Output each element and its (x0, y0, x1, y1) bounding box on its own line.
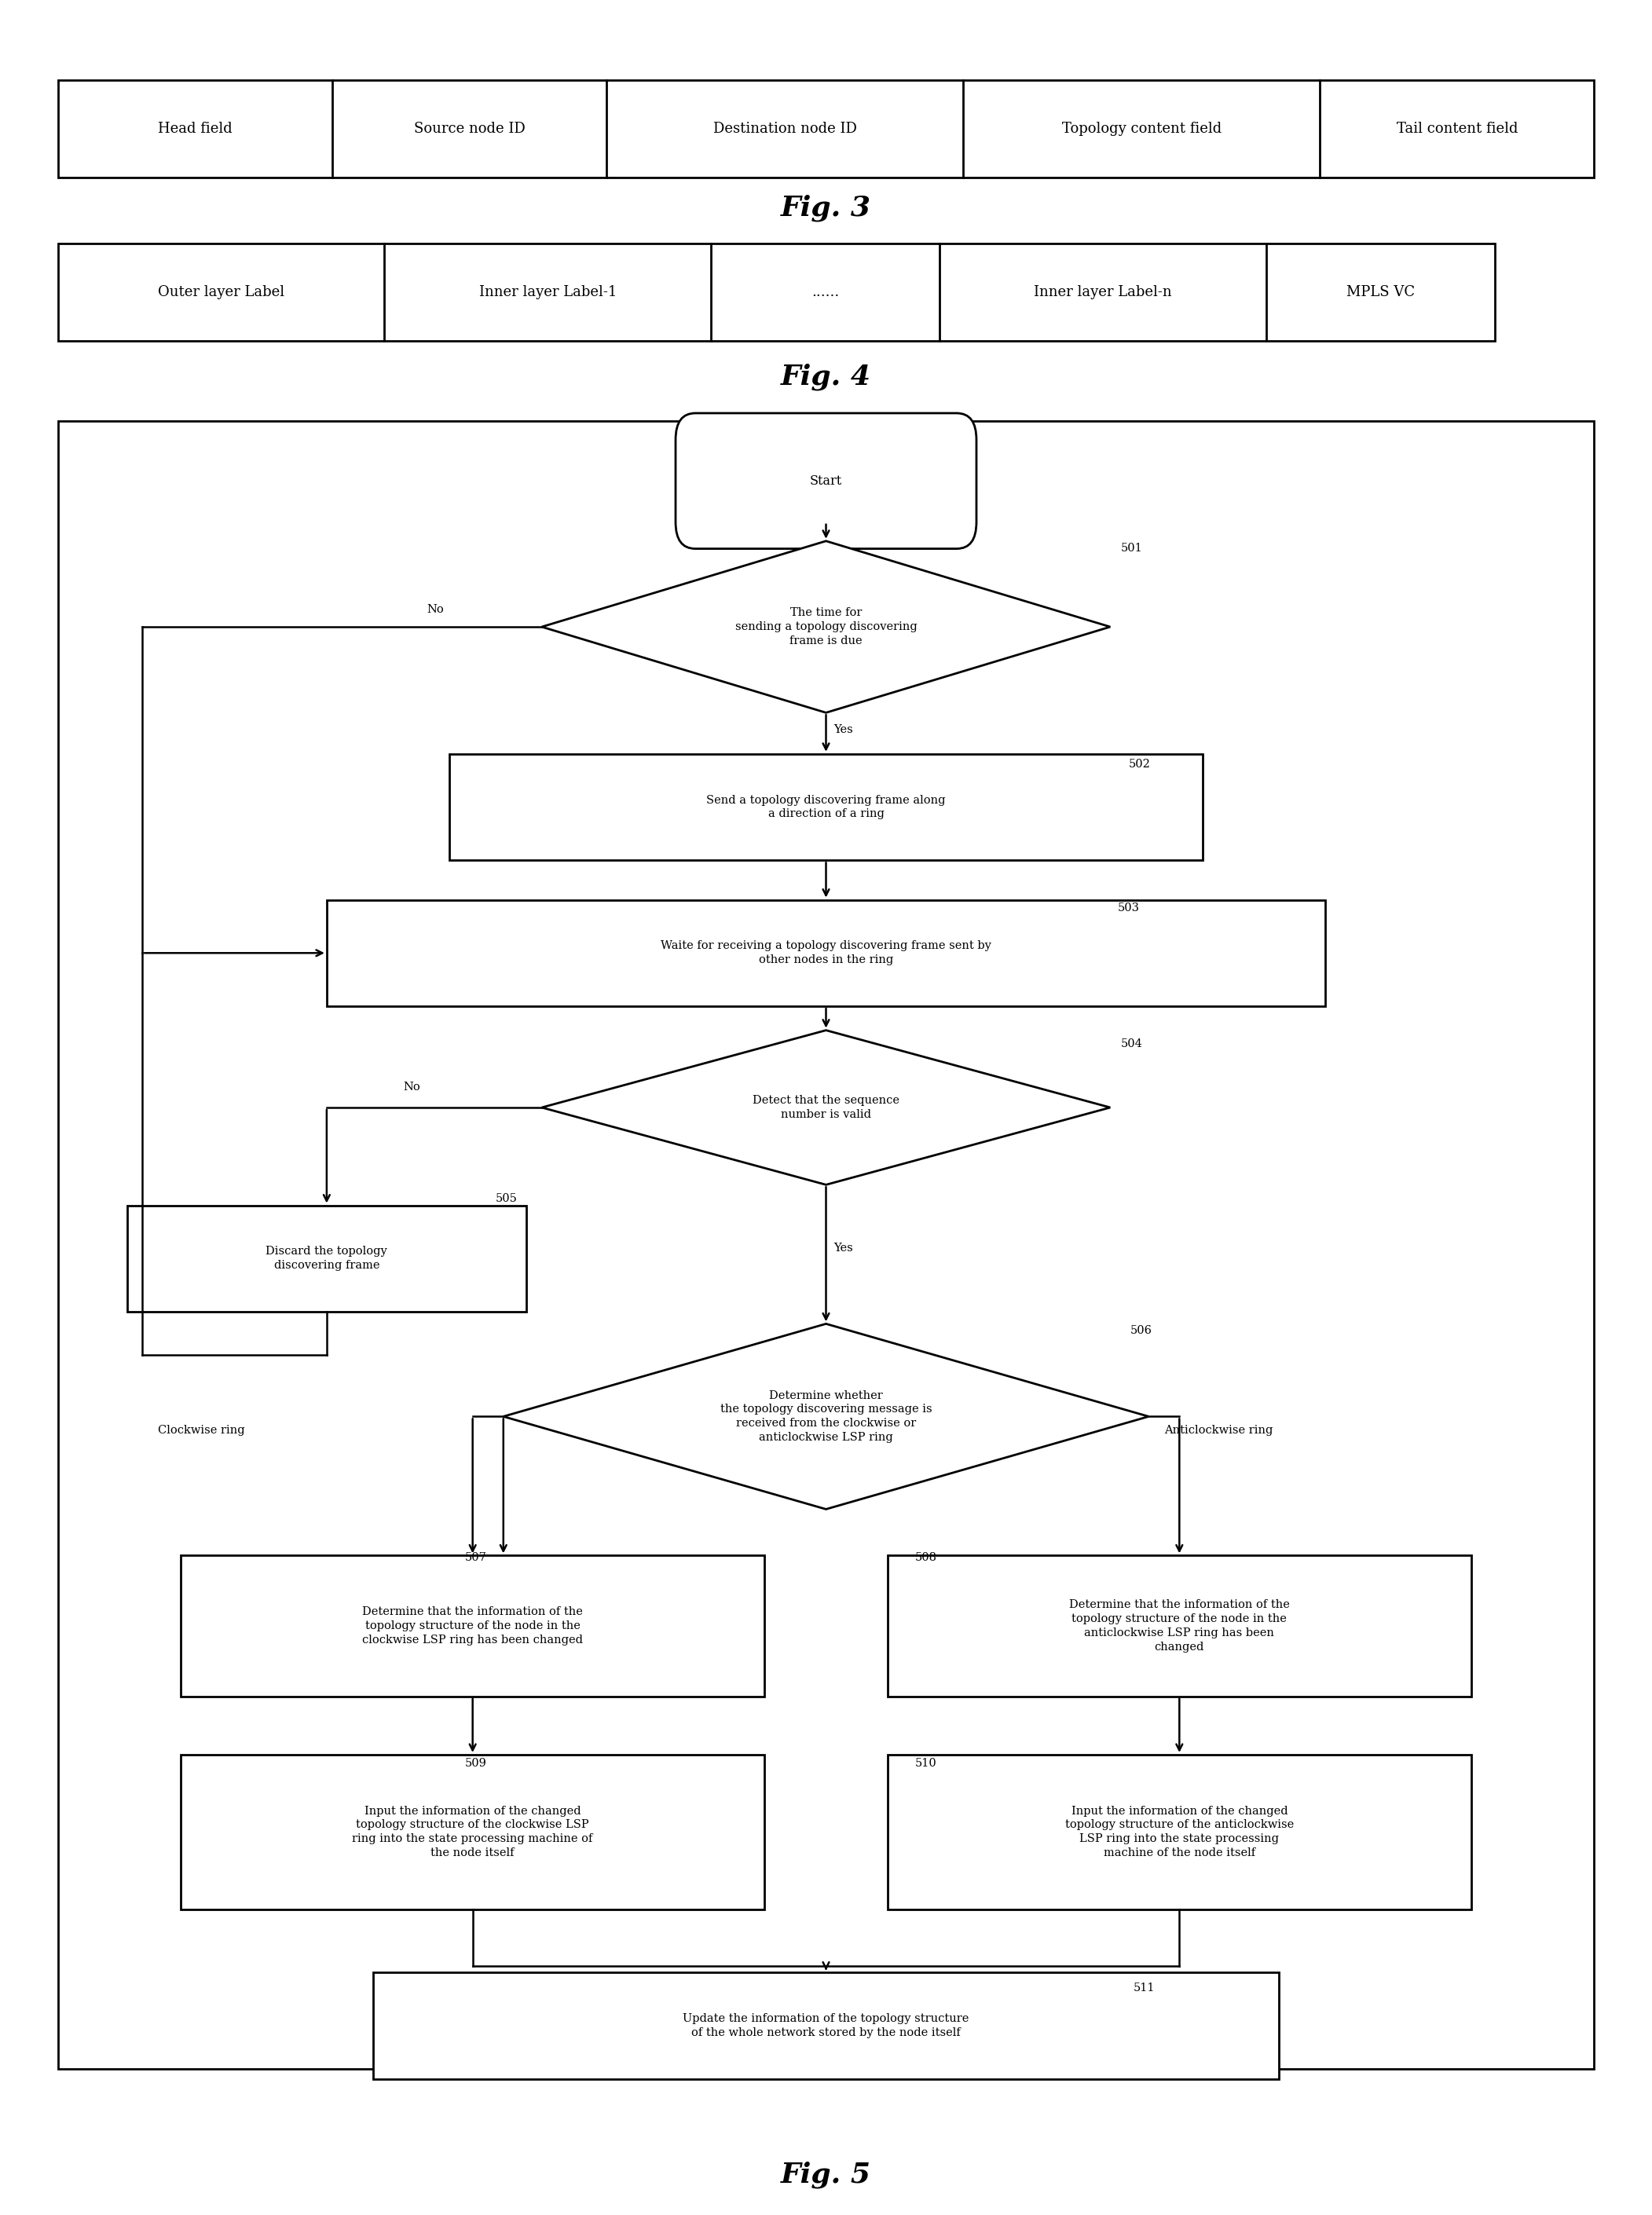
Text: 507: 507 (464, 1553, 487, 1564)
Text: Inner layer Label-1: Inner layer Label-1 (479, 286, 616, 299)
Text: Yes: Yes (834, 1243, 852, 1254)
Text: 508: 508 (915, 1553, 937, 1564)
Text: 502: 502 (1128, 760, 1150, 769)
Text: Update the information of the topology structure
of the whole network stored by : Update the information of the topology s… (682, 2013, 970, 2038)
Text: Clockwise ring: Clockwise ring (157, 1424, 244, 1435)
Text: 511: 511 (1133, 1982, 1155, 1994)
Text: Anticlockwise ring: Anticlockwise ring (1165, 1424, 1272, 1435)
Text: Determine that the information of the
topology structure of the node in the
cloc: Determine that the information of the to… (362, 1606, 583, 1646)
Text: Start: Start (809, 474, 843, 487)
Text: The time for
sending a topology discovering
frame is due: The time for sending a topology discover… (735, 607, 917, 647)
Text: Destination node ID: Destination node ID (714, 122, 857, 135)
Text: Head field: Head field (159, 122, 233, 135)
Text: Input the information of the changed
topology structure of the anticlockwise
LSP: Input the information of the changed top… (1066, 1805, 1294, 1858)
Text: 510: 510 (915, 1759, 937, 1770)
Text: Discard the topology
discovering frame: Discard the topology discovering frame (266, 1247, 388, 1271)
FancyBboxPatch shape (449, 753, 1203, 859)
Text: Detect that the sequence
number is valid: Detect that the sequence number is valid (753, 1094, 899, 1121)
Text: Fig. 3: Fig. 3 (781, 195, 871, 222)
FancyBboxPatch shape (373, 1974, 1279, 2080)
Polygon shape (542, 540, 1110, 713)
Text: Determine whether
the topology discovering message is
received from the clockwis: Determine whether the topology discoveri… (720, 1391, 932, 1442)
Text: 503: 503 (1118, 904, 1140, 915)
Text: Inner layer Label-n: Inner layer Label-n (1034, 286, 1171, 299)
Text: Fig. 4: Fig. 4 (781, 363, 871, 390)
Text: Source node ID: Source node ID (413, 122, 525, 135)
Text: 506: 506 (1130, 1325, 1151, 1336)
Text: 509: 509 (464, 1759, 487, 1770)
FancyBboxPatch shape (676, 414, 976, 549)
Text: ......: ...... (811, 286, 839, 299)
Text: Send a topology discovering frame along
a direction of a ring: Send a topology discovering frame along … (707, 795, 945, 820)
Text: Determine that the information of the
topology structure of the node in the
anti: Determine that the information of the to… (1069, 1599, 1290, 1652)
FancyBboxPatch shape (887, 1754, 1472, 1909)
Text: Tail content field: Tail content field (1396, 122, 1518, 135)
FancyBboxPatch shape (58, 80, 1594, 177)
FancyBboxPatch shape (127, 1205, 527, 1311)
Polygon shape (504, 1325, 1148, 1508)
FancyBboxPatch shape (58, 244, 1495, 341)
Text: 505: 505 (496, 1194, 517, 1205)
Text: Yes: Yes (834, 724, 852, 735)
Text: 501: 501 (1122, 543, 1143, 554)
Text: No: No (426, 605, 444, 616)
Text: Fig. 5: Fig. 5 (781, 2162, 871, 2188)
Text: Input the information of the changed
topology structure of the clockwise LSP
rin: Input the information of the changed top… (352, 1805, 593, 1858)
FancyBboxPatch shape (327, 899, 1325, 1006)
FancyBboxPatch shape (180, 1754, 765, 1909)
Text: Outer layer Label: Outer layer Label (159, 286, 284, 299)
Polygon shape (542, 1030, 1110, 1185)
Text: MPLS VC: MPLS VC (1346, 286, 1416, 299)
FancyBboxPatch shape (887, 1555, 1472, 1697)
FancyBboxPatch shape (58, 421, 1594, 2069)
Text: 504: 504 (1122, 1039, 1143, 1050)
Text: Topology content field: Topology content field (1062, 122, 1221, 135)
FancyBboxPatch shape (180, 1555, 765, 1697)
Text: No: No (403, 1081, 421, 1092)
Text: Waite for receiving a topology discovering frame sent by
other nodes in the ring: Waite for receiving a topology discoveri… (661, 941, 991, 966)
